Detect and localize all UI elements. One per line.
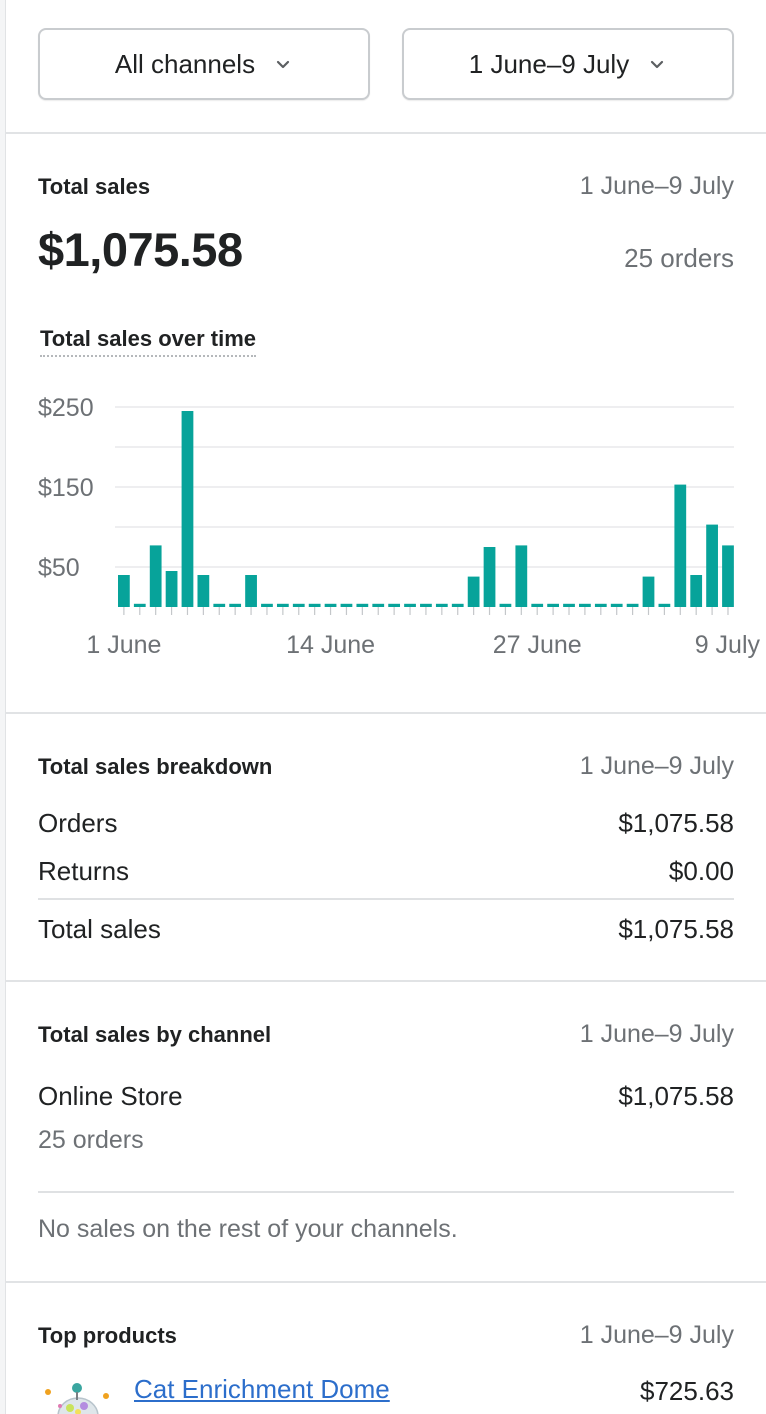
chart-bar[interactable] bbox=[515, 545, 528, 607]
breakdown-title: Total sales breakdown bbox=[38, 754, 273, 779]
channel-value: $1,075.58 bbox=[618, 1081, 734, 1111]
chart-bar[interactable] bbox=[547, 603, 559, 607]
y-tick-label: $250 bbox=[38, 394, 94, 422]
chart-bar[interactable] bbox=[404, 603, 416, 607]
chart-bar[interactable] bbox=[324, 603, 337, 607]
channel-name: Online Store bbox=[38, 1081, 183, 1111]
y-tick-label: $150 bbox=[38, 474, 94, 502]
product-thumbnail-image bbox=[40, 1376, 116, 1414]
chart-bar[interactable] bbox=[229, 603, 242, 607]
breakdown-row-label: Returns bbox=[38, 856, 130, 886]
chart-bar[interactable] bbox=[610, 603, 623, 607]
chevron-down-icon bbox=[273, 54, 293, 74]
chart-bar[interactable] bbox=[181, 411, 194, 607]
chart-bar[interactable] bbox=[531, 603, 544, 607]
breakdown-total-value: $1,075.58 bbox=[618, 914, 734, 944]
chart-bar[interactable] bbox=[340, 603, 353, 607]
chart-bar[interactable] bbox=[642, 576, 655, 607]
y-tick-label: $50 bbox=[38, 554, 80, 582]
chart-bar[interactable] bbox=[626, 603, 639, 607]
chart-bar[interactable] bbox=[563, 603, 575, 607]
breakdown-row-label: Orders bbox=[38, 808, 118, 838]
chart-bar[interactable] bbox=[245, 575, 257, 607]
product-link[interactable]: Cat Enrichment Dome bbox=[134, 1374, 390, 1404]
section-divider bbox=[6, 132, 766, 134]
chart-bar[interactable] bbox=[308, 603, 321, 607]
total-sales-date-range: 1 June–9 July bbox=[579, 172, 734, 200]
breakdown-total-label: Total sales bbox=[38, 914, 161, 944]
chart-bar[interactable] bbox=[118, 575, 130, 607]
chart-bar[interactable] bbox=[435, 603, 448, 607]
section-divider bbox=[6, 1281, 766, 1283]
chart-bar[interactable] bbox=[149, 545, 162, 607]
date-range-filter-button[interactable]: 1 June–9 July bbox=[402, 28, 734, 100]
x-tick-label: 9 July bbox=[695, 631, 761, 659]
total-sales-amount: $1,075.58 bbox=[38, 223, 243, 276]
top-products-title: Top products bbox=[38, 1323, 177, 1348]
section-divider bbox=[6, 712, 766, 714]
chart-bar[interactable] bbox=[579, 603, 591, 607]
section-divider bbox=[6, 980, 766, 982]
channel-filter-label: All channels bbox=[114, 48, 256, 79]
chart-bar[interactable] bbox=[690, 575, 703, 607]
product-sales-value: $725.63 bbox=[640, 1376, 734, 1406]
x-tick-label: 27 June bbox=[493, 631, 582, 659]
left-edge-rail bbox=[0, 0, 6, 1414]
chart-bar[interactable] bbox=[658, 603, 671, 607]
channel-orders-count: 25 orders bbox=[38, 1126, 144, 1154]
chart-bar[interactable] bbox=[451, 603, 464, 607]
x-tick-label: 1 June bbox=[86, 631, 161, 659]
breakdown-total-divider bbox=[38, 898, 734, 900]
filter-bar: All channels 1 June–9 July bbox=[38, 28, 734, 100]
chart-bar[interactable] bbox=[165, 571, 178, 607]
chart-bar[interactable] bbox=[594, 603, 607, 607]
chart-bar[interactable] bbox=[133, 603, 146, 607]
chart-bar[interactable] bbox=[420, 603, 432, 607]
channel-card-date-range: 1 June–9 July bbox=[579, 1020, 734, 1048]
chart-bar[interactable] bbox=[467, 576, 480, 607]
chart-bar[interactable] bbox=[499, 603, 512, 607]
channel-card-title: Total sales by channel bbox=[38, 1022, 272, 1047]
chart-bar[interactable] bbox=[292, 603, 305, 607]
date-range-filter-label: 1 June–9 July bbox=[468, 48, 630, 79]
chart-bar[interactable] bbox=[674, 484, 687, 607]
chart-bar[interactable] bbox=[356, 603, 369, 607]
chart-bar[interactable] bbox=[722, 545, 734, 607]
total-sales-title: Total sales bbox=[38, 174, 151, 199]
chart-bar[interactable] bbox=[483, 547, 496, 607]
chart-title[interactable]: Total sales over time bbox=[40, 326, 257, 357]
chart-bar[interactable] bbox=[706, 524, 718, 607]
chart-bar[interactable] bbox=[261, 603, 273, 607]
breakdown-row-value: $1,075.58 bbox=[618, 808, 734, 838]
total-sales-orders-count: 25 orders bbox=[624, 243, 734, 273]
chart-bar[interactable] bbox=[197, 575, 210, 607]
chevron-down-icon bbox=[647, 54, 667, 74]
chart-bar[interactable] bbox=[372, 603, 385, 607]
sales-bar-chart: $50 $150 $250 1 June 14 June 27 June 9 July bbox=[38, 394, 761, 659]
x-tick-label: 14 June bbox=[286, 631, 375, 659]
breakdown-date-range: 1 June–9 July bbox=[579, 752, 734, 780]
chart-bar[interactable] bbox=[388, 603, 401, 607]
breakdown-row-value: $0.00 bbox=[668, 856, 734, 886]
chart-bar[interactable] bbox=[276, 603, 289, 607]
top-products-date-range: 1 June–9 July bbox=[579, 1321, 734, 1349]
channel-note-divider bbox=[38, 1191, 734, 1193]
chart-bar[interactable] bbox=[213, 603, 226, 607]
channel-filter-button[interactable]: All channels bbox=[38, 28, 370, 100]
no-other-channels-note: No sales on the rest of your channels. bbox=[38, 1215, 458, 1243]
